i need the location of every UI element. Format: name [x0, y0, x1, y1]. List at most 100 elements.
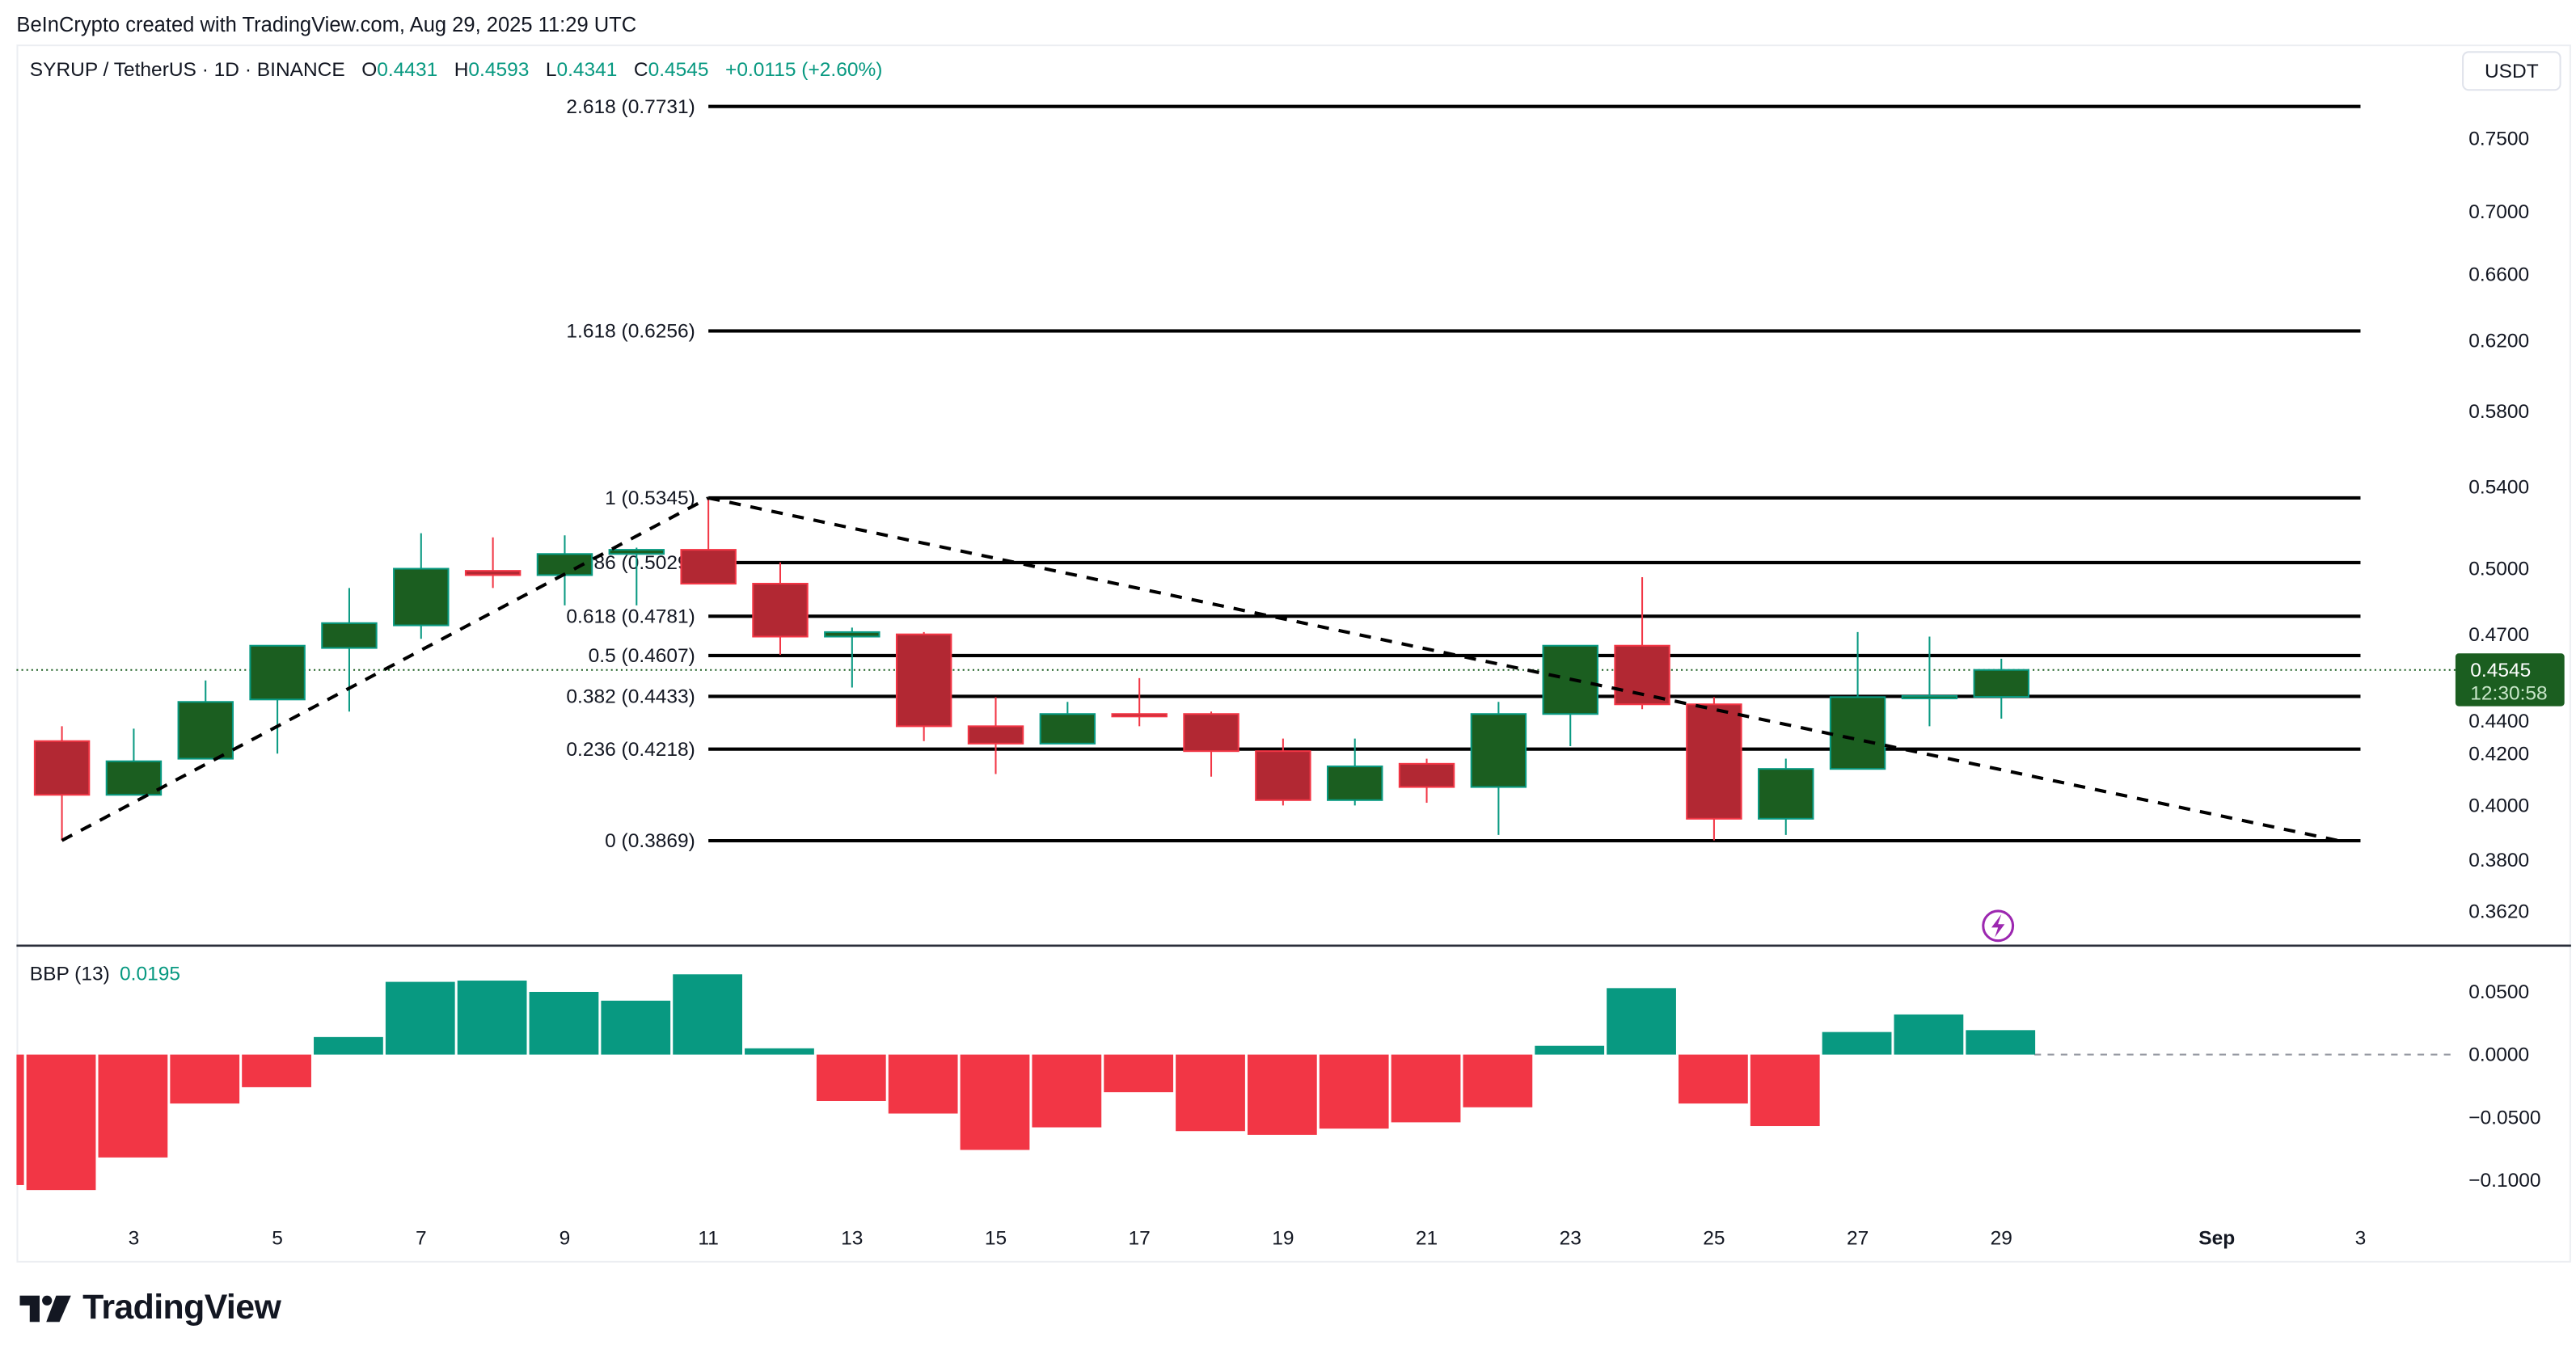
- candle: [1111, 677, 1168, 727]
- chart-frame: [16, 44, 2571, 1263]
- time-axis-tick: Sep: [2198, 1227, 2235, 1249]
- candle: [608, 547, 665, 605]
- candle: [680, 497, 737, 585]
- bbp-label[interactable]: BBP (13): [29, 962, 110, 985]
- time-axis-tick: 17: [1129, 1227, 1151, 1249]
- candle: [1829, 631, 1886, 770]
- price-axis-tick: 0.4400: [2468, 711, 2529, 732]
- candle: [1542, 644, 1598, 746]
- bbp-bar: [1319, 1054, 1389, 1129]
- candle-body: [1398, 762, 1455, 788]
- bbp-bar: [888, 1054, 958, 1114]
- low-label: L: [545, 57, 557, 82]
- bbp-bar: [314, 1036, 383, 1055]
- price-axis-tick: 0.5000: [2468, 559, 2529, 580]
- time-axis-tick: 3: [2355, 1227, 2367, 1249]
- high-label: H: [454, 57, 469, 82]
- candle-body: [393, 567, 450, 626]
- fib-level-label: 1 (0.5345): [605, 487, 695, 509]
- candle: [752, 562, 809, 656]
- bbp-bar: [1032, 1054, 1102, 1128]
- price-badge-value: 0.4545: [2470, 660, 2531, 681]
- candle: [33, 726, 91, 841]
- tradingview-logo[interactable]: TradingView: [19, 1289, 281, 1328]
- candle: [177, 680, 234, 760]
- bbp-axis-tick: −0.1000: [2468, 1170, 2540, 1192]
- price-badge-bg: [2455, 653, 2565, 707]
- candle: [321, 588, 378, 712]
- candle-body: [1039, 713, 1096, 745]
- candle-body: [1901, 694, 1958, 699]
- candle: [1973, 658, 2029, 719]
- bbp-bar: [1607, 988, 1676, 1055]
- candle-body: [752, 582, 809, 638]
- bbp-bar: [385, 981, 455, 1055]
- bbp-bar: [601, 1000, 671, 1055]
- high-value: 0.4593: [468, 57, 530, 82]
- time-axis-tick: 5: [272, 1227, 283, 1249]
- bbp-bar: [170, 1054, 240, 1104]
- bbp-axis-tick: 0.0000: [2468, 1044, 2529, 1066]
- tradingview-logo-icon: [19, 1295, 71, 1323]
- candle-body: [1686, 703, 1742, 820]
- candle: [1398, 758, 1455, 804]
- bbp-bar: [98, 1054, 168, 1158]
- bbp-bar: [1247, 1054, 1317, 1135]
- bbp-legend: BBP (13) 0.0195: [30, 962, 180, 985]
- time-axis-tick: 3: [129, 1227, 140, 1249]
- price-badge-countdown: 12:30:58: [2470, 682, 2547, 704]
- price-axis-tick: 0.4000: [2468, 795, 2529, 816]
- candle: [1039, 702, 1096, 745]
- candle: [1470, 702, 1527, 835]
- symbol-name[interactable]: SYRUP / TetherUS · 1D · BINANCE: [29, 57, 345, 82]
- change-value: +0.0115 (+2.60%): [725, 57, 883, 82]
- candle-body: [1973, 669, 2029, 698]
- bbp-bar: [242, 1054, 311, 1087]
- bbp-value: 0.0195: [120, 962, 180, 985]
- fib-level-label: 0.618 (0.4781): [566, 605, 695, 627]
- bbp-bar: [1966, 1030, 2036, 1055]
- candle-body: [177, 701, 234, 760]
- time-axis-tick: 19: [1272, 1227, 1294, 1249]
- bbp-bar: [1391, 1054, 1461, 1123]
- bbp-bar: [960, 1054, 1030, 1150]
- price-axis-tick: 0.3620: [2468, 901, 2529, 922]
- logo-text: TradingView: [82, 1289, 281, 1327]
- candle-body: [1326, 765, 1383, 801]
- bbp-bar: [1463, 1054, 1533, 1107]
- candle: [105, 728, 163, 796]
- candle: [1686, 697, 1742, 841]
- open-label: O: [361, 57, 378, 82]
- candle-body: [680, 549, 737, 585]
- candle-body: [967, 725, 1024, 745]
- bbp-bar: [1678, 1054, 1748, 1104]
- time-axis-tick: 27: [1847, 1227, 1869, 1249]
- time-axis-tick: 23: [1560, 1227, 1581, 1249]
- open-value: 0.4431: [377, 57, 438, 82]
- price-axis-tick: 0.6600: [2468, 264, 2529, 285]
- fib-level-label: 0.236 (0.4218): [566, 739, 695, 761]
- candle-body: [895, 633, 952, 728]
- bbp-bar: [1822, 1031, 1892, 1055]
- candle: [249, 644, 306, 754]
- price-axis-tick: 0.7000: [2468, 201, 2529, 223]
- candle-body: [608, 549, 665, 555]
- price-axis-tick: 0.5400: [2468, 477, 2529, 499]
- fib-level-label: 2.618 (0.7731): [566, 96, 695, 118]
- bbp-bar: [1894, 1014, 1964, 1055]
- currency-button[interactable]: USDT: [2462, 51, 2561, 91]
- time-axis-tick: 9: [560, 1227, 571, 1249]
- symbol-legend: SYRUP / TetherUS · 1D · BINANCE O0.4431 …: [30, 57, 883, 81]
- bbp-bar: [16, 1054, 24, 1185]
- fib-level-label: 1.618 (0.6256): [566, 321, 695, 343]
- bbp-bar: [26, 1054, 96, 1191]
- fib-level-label: 0 (0.3869): [605, 830, 695, 852]
- candle-body: [33, 740, 91, 796]
- close-label: C: [633, 57, 648, 82]
- candle-body: [1758, 768, 1814, 820]
- candle-body: [249, 644, 306, 701]
- candle: [1255, 738, 1311, 806]
